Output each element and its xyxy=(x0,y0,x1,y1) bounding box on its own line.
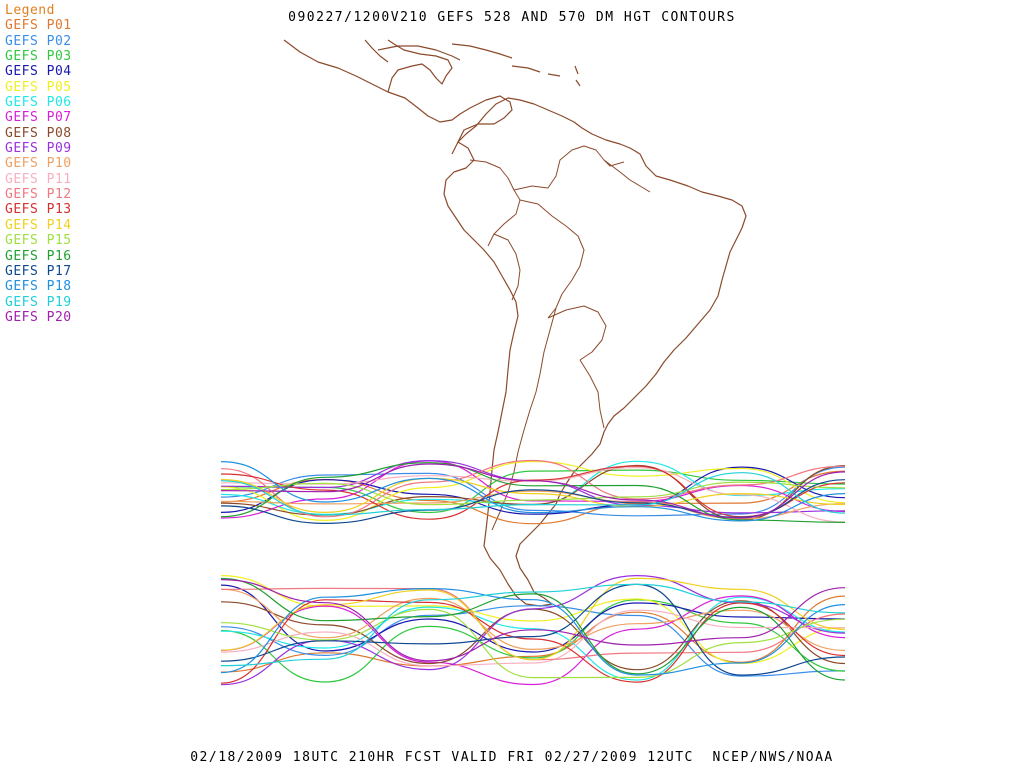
contour-570 xyxy=(220,461,846,522)
contour-528 xyxy=(220,583,846,667)
florida-outline xyxy=(364,39,389,63)
legend-item: GEFS P02 xyxy=(5,33,72,49)
contour-570 xyxy=(220,490,846,520)
yucatan-gulf-outline xyxy=(387,39,453,93)
country-borders xyxy=(469,145,651,531)
contour-528 xyxy=(220,600,846,671)
contour-528 xyxy=(220,577,846,681)
legend-item: GEFS P10 xyxy=(5,156,72,172)
contour-570 xyxy=(220,463,846,519)
contour-528 xyxy=(220,584,846,653)
legend-item: GEFS P06 xyxy=(5,95,72,111)
contour-528 xyxy=(220,608,846,679)
legend-item: GEFS P17 xyxy=(5,263,72,279)
south-america-coastline xyxy=(283,39,747,607)
contour-570 xyxy=(220,459,846,518)
contour-528 xyxy=(220,588,846,651)
legend-item: GEFS P12 xyxy=(5,187,72,203)
legend-item: GEFS P13 xyxy=(5,202,72,218)
ensemble-contours xyxy=(220,459,846,686)
mexico-central-america-outline xyxy=(283,39,513,155)
contour-528 xyxy=(220,577,846,661)
contour-528 xyxy=(220,599,846,684)
legend-item: GEFS P09 xyxy=(5,141,72,157)
chart-footer: 02/18/2009 18UTC 210HR FCST VALID FRI 02… xyxy=(190,750,834,765)
contour-528 xyxy=(220,599,846,683)
contour-528 xyxy=(220,609,846,667)
legend-item: GEFS P01 xyxy=(5,18,72,34)
contour-570 xyxy=(220,481,846,506)
contour-570 xyxy=(220,460,846,522)
legend-item: GEFS P03 xyxy=(5,49,72,65)
chart-title: 090227/1200V210 GEFS 528 AND 570 DM HGT … xyxy=(288,10,736,25)
contour-570 xyxy=(220,466,846,517)
legend-item: GEFS P11 xyxy=(5,171,72,187)
legend-heading: Legend xyxy=(5,3,55,18)
caribbean-islands-outline xyxy=(451,43,581,87)
contour-570 xyxy=(220,477,846,514)
legend-item: GEFS P08 xyxy=(5,125,72,141)
legend: Legend GEFS P01 GEFS P02 GEFS P03 GEFS P04 G… xyxy=(5,3,72,325)
legend-item: GEFS P04 xyxy=(5,64,72,80)
contour-570 xyxy=(220,466,846,515)
legend-item: GEFS P05 xyxy=(5,79,72,95)
legend-item: GEFS P18 xyxy=(5,279,72,295)
legend-item: GEFS P16 xyxy=(5,248,72,264)
legend-item: GEFS P20 xyxy=(5,309,72,325)
legend-item: GEFS P19 xyxy=(5,294,72,310)
cuba-outline xyxy=(377,45,461,61)
contour-528 xyxy=(220,587,846,676)
south-america-outline xyxy=(443,97,747,607)
contour-570 xyxy=(220,462,846,523)
contour-528 xyxy=(220,583,846,676)
contour-528 xyxy=(220,595,846,673)
contour-528 xyxy=(220,605,846,677)
legend-items: GEFS P01 GEFS P02 GEFS P03 GEFS P04 GEFS P05… xyxy=(5,18,72,325)
contour-528 xyxy=(220,595,846,686)
legend-item: GEFS P07 xyxy=(5,110,72,126)
legend-item: GEFS P15 xyxy=(5,233,72,249)
contour-528 xyxy=(220,596,846,681)
legend-item: GEFS P14 xyxy=(5,217,72,233)
contour-528 xyxy=(220,579,846,662)
contour-570 xyxy=(220,465,846,520)
contour-570 xyxy=(220,472,846,516)
contour-570 xyxy=(220,479,846,525)
